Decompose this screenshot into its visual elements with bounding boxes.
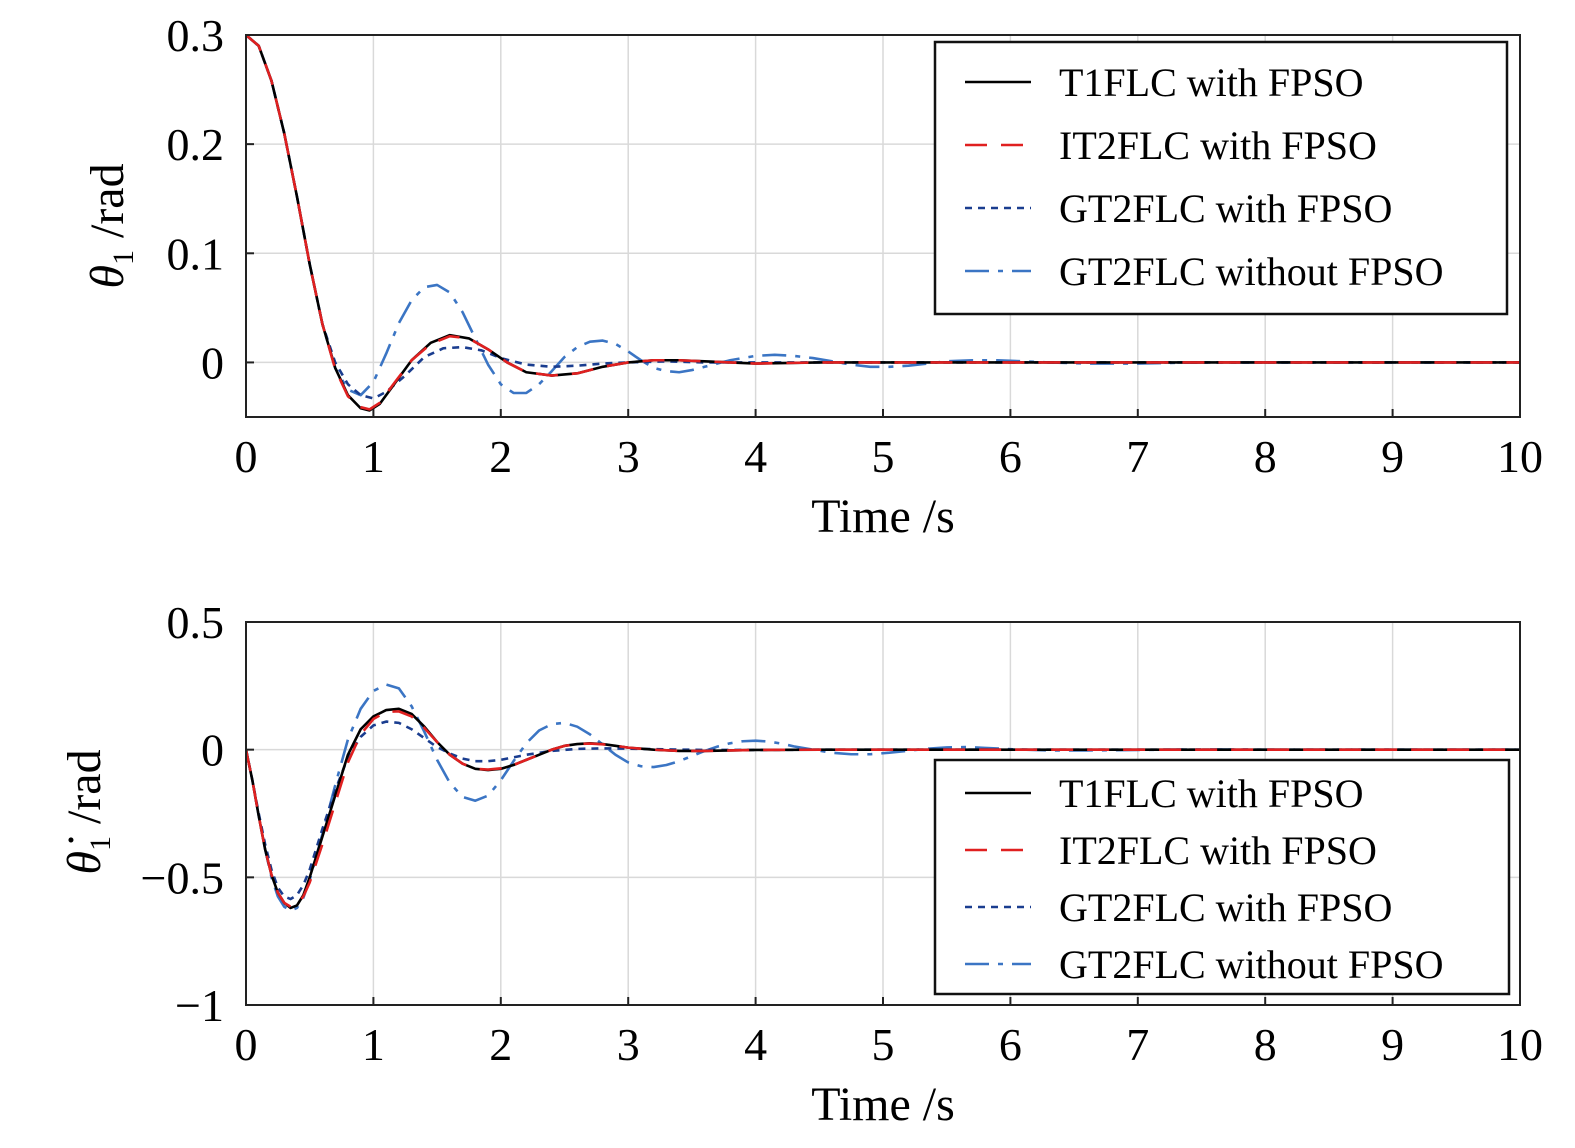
legend-box bbox=[933, 758, 1511, 996]
x-axis-label: Time /s bbox=[811, 1078, 955, 1131]
y-axis-subscript: 1 bbox=[107, 250, 140, 265]
y-tick-label: 0.1 bbox=[167, 228, 225, 279]
x-tick-label: 1 bbox=[362, 431, 385, 482]
legend-label: IT2FLC with FPSO bbox=[1059, 123, 1377, 168]
y-tick-label: 0 bbox=[201, 725, 224, 776]
x-tick-label: 0 bbox=[235, 1019, 258, 1070]
legend-label: T1FLC with FPSO bbox=[1059, 60, 1364, 105]
legend-label: GT2FLC with FPSO bbox=[1059, 885, 1392, 930]
x-tick-label: 3 bbox=[617, 1019, 640, 1070]
y-axis-unit: /rad bbox=[81, 163, 134, 250]
y-tick-label: 0.3 bbox=[167, 10, 225, 61]
x-axis-label: Time /s bbox=[811, 490, 955, 543]
x-tick-label: 9 bbox=[1381, 1019, 1404, 1070]
y-tick-label: −1 bbox=[175, 980, 224, 1031]
x-tick-label: 7 bbox=[1126, 431, 1149, 482]
series-group bbox=[246, 683, 1520, 912]
x-tick-label: 4 bbox=[744, 431, 767, 482]
y-axis-label: θ̇1 /rad bbox=[58, 749, 117, 874]
y-tick-label: −0.5 bbox=[141, 852, 224, 903]
x-tick-label: 1 bbox=[362, 1019, 385, 1070]
x-tick-label: 10 bbox=[1497, 431, 1543, 482]
x-tick-label: 6 bbox=[999, 1019, 1022, 1070]
x-tick-label: 10 bbox=[1497, 1019, 1543, 1070]
legend: T1FLC with FPSO IT2FLC with FPSO GT2FLC wi… bbox=[933, 40, 1509, 316]
y-axis-unit: /rad bbox=[58, 749, 111, 836]
legend-box bbox=[933, 40, 1509, 316]
x-tick-label: 2 bbox=[489, 431, 512, 482]
series-line-dashed bbox=[246, 710, 1520, 908]
theta-velocity-chart: 0 1 2 3 4 5 6 7 8 9 10 −1 −0.5 0 0.5 Time /s θ̇1 /rad T1F… bbox=[58, 597, 1543, 1131]
x-tick-label: 4 bbox=[744, 1019, 767, 1070]
legend: T1FLC with FPSO IT2FLC with FPSO GT2FLC wi… bbox=[933, 758, 1511, 996]
y-axis-label: θ1 /rad bbox=[81, 163, 140, 288]
legend-label: GT2FLC without FPSO bbox=[1059, 249, 1444, 294]
series-group bbox=[246, 35, 1520, 412]
x-tick-label: 6 bbox=[999, 431, 1022, 482]
legend-label: GT2FLC with FPSO bbox=[1059, 186, 1392, 231]
legend-label: T1FLC with FPSO bbox=[1059, 771, 1364, 816]
series-line-dashed bbox=[246, 35, 1520, 411]
legend-label: IT2FLC with FPSO bbox=[1059, 828, 1377, 873]
x-tick-label: 8 bbox=[1254, 1019, 1277, 1070]
x-tick-label: 9 bbox=[1381, 431, 1404, 482]
x-tick-label: 2 bbox=[489, 1019, 512, 1070]
x-tick-label: 5 bbox=[872, 431, 895, 482]
x-tick-label: 3 bbox=[617, 431, 640, 482]
x-tick-label: 5 bbox=[872, 1019, 895, 1070]
x-tick-label: 7 bbox=[1126, 1019, 1149, 1070]
y-axis-subscript: 1 bbox=[84, 836, 117, 851]
y-axis-symbol: θ bbox=[81, 265, 134, 289]
y-tick-label: 0.5 bbox=[167, 597, 225, 648]
x-tick-label: 0 bbox=[235, 431, 258, 482]
y-tick-label: 0.2 bbox=[167, 119, 225, 170]
y-tick-label: 0 bbox=[201, 337, 224, 388]
legend-label: GT2FLC without FPSO bbox=[1059, 942, 1444, 987]
x-tick-label: 8 bbox=[1254, 431, 1277, 482]
